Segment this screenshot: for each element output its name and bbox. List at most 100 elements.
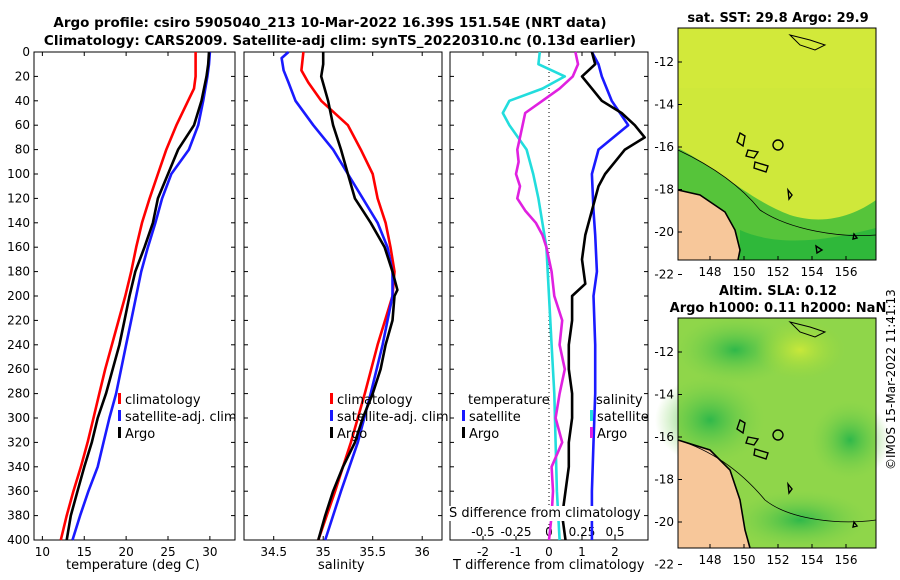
sla-map — [655, 315, 890, 550]
x-tick-label: 10 — [35, 545, 50, 559]
sla-land-australia — [678, 440, 750, 548]
legend-t-argo: Argo — [462, 426, 550, 443]
series-line-s-argo — [514, 51, 580, 541]
series-line-satellite-adj-clim — [71, 51, 212, 541]
y-tick-label: 280 — [7, 387, 30, 401]
sla-lat-tick-label: -22 — [654, 558, 674, 572]
x-tick-label: 15 — [77, 545, 92, 559]
legend-argo: Argo — [330, 426, 449, 443]
series-line-t-satellite — [590, 51, 630, 540]
x-tick-label: 36 — [415, 545, 430, 559]
sla-lat-tick-label: -14 — [654, 388, 674, 402]
sla-lat-tick-label: -16 — [654, 430, 674, 444]
y-tick-label: 160 — [7, 240, 30, 254]
legend-satellite: satellite-adj. clim — [330, 409, 449, 426]
sla-lon-tick-label: 148 — [699, 553, 722, 567]
y-tick-label: 340 — [7, 460, 30, 474]
sla-lon-tick-label: 154 — [801, 553, 824, 567]
sla-contour — [677, 439, 877, 523]
sst-lon-tick-label: 156 — [835, 265, 858, 279]
t-difference-xlabel: T difference from climatology — [453, 558, 645, 573]
y-tick-label: 80 — [15, 143, 30, 157]
profile-charts: 0204060801001201401601802002202402602803… — [7, 45, 649, 559]
y-tick-label: 0 — [22, 45, 30, 59]
series-line-climatology — [59, 52, 197, 541]
y-tick-label: 100 — [7, 167, 30, 181]
salinity-profile-panel: 34.5 35 35.5 36 — [243, 51, 443, 559]
y-tick-label: 60 — [15, 118, 30, 132]
sla-lon-tick-label: 156 — [835, 553, 858, 567]
temperature-legend: climatology satellite-adj. clim Argo — [118, 392, 237, 443]
legend-title-temperature: temperature — [468, 393, 550, 408]
sst-lon-tick-label: 148 — [699, 265, 722, 279]
x-tick-label: -1 — [510, 545, 522, 559]
legend-title-salinity: salinity — [596, 393, 643, 408]
sst-lon-tick-label: 154 — [801, 265, 824, 279]
y-tick-label: 300 — [7, 411, 30, 425]
y-tick-label: 400 — [7, 533, 30, 547]
sla-lat-tick-label: -20 — [654, 515, 674, 529]
x-tick-label: 20 — [118, 545, 133, 559]
legend-climatology: climatology — [330, 392, 449, 409]
sst-lat-tick-label: -14 — [654, 98, 674, 112]
sst-lat-tick-label: -22 — [654, 268, 674, 282]
sst-island-png — [788, 34, 827, 51]
sla-lat-tick-label: -18 — [654, 473, 674, 487]
y-tick-label: 240 — [7, 338, 30, 352]
s-x-tick-label: -0.5 — [471, 525, 494, 539]
legend-satellite: satellite-adj. clim — [118, 409, 237, 426]
y-tick-label: 20 — [15, 69, 30, 83]
sst-map-title: sat. SST: 29.8 Argo: 29.9 — [687, 11, 869, 26]
plot-frame — [33, 51, 236, 541]
x-tick-label: 35.5 — [359, 545, 386, 559]
y-tick-label: 40 — [15, 94, 30, 108]
legend-s-satellite: satellite — [590, 409, 649, 426]
s-x-tick-label: -0.25 — [500, 525, 531, 539]
legend-s-argo: Argo — [590, 426, 649, 443]
sst-lat-tick-label: -18 — [654, 183, 674, 197]
sla-map-title-line1: Altim. SLA: 0.12 — [719, 284, 837, 299]
x-tick-label: 2 — [611, 545, 619, 559]
y-tick-label: 120 — [7, 191, 30, 205]
series-line-climatology — [300, 51, 396, 541]
sst-lon-tick-label: 152 — [767, 265, 790, 279]
series-line-argo — [65, 51, 211, 541]
sla-map-title-line2: Argo h1000: 0.11 h2000: NaN — [669, 301, 887, 316]
legend-climatology: climatology — [118, 392, 237, 409]
y-tick-label: 320 — [7, 435, 30, 449]
salinity-xlabel: salinity — [318, 558, 365, 573]
series-line-satellite-adj-clim — [280, 51, 394, 541]
s-difference-xlabel: S difference from climatology — [449, 506, 641, 521]
sla-island-png — [788, 321, 827, 338]
sla-lon-tick-label: 150 — [733, 553, 756, 567]
x-tick-label: 25 — [160, 545, 175, 559]
y-tick-label: 380 — [7, 509, 30, 523]
maps: 148 150 152 154 156 -12 -14 -16 -18 -20 -22 148 150 1… — [654, 27, 890, 572]
series-line-argo — [317, 52, 399, 541]
sst-lat-tick-label: -20 — [654, 225, 674, 239]
y-tick-label: 200 — [7, 289, 30, 303]
sla-coastline — [677, 439, 751, 549]
sla-lon-tick-label: 152 — [767, 553, 790, 567]
s-x-tick-label: 0.25 — [569, 525, 596, 539]
figure-title-line1: Argo profile: csiro 5905040_213 10-Mar-2… — [53, 15, 607, 31]
x-tick-label: -2 — [477, 545, 489, 559]
sst-land-australia — [678, 190, 740, 260]
sst-lat-tick-label: -12 — [654, 55, 674, 69]
figure-title-line2: Climatology: CARS2009. Satellite-adj cli… — [43, 33, 637, 49]
x-tick-label: 35 — [316, 545, 331, 559]
temperature-profile-panel: 0 20 40 60 80 100 120 140 160 180 200 220 240 260 280 3… — [7, 45, 236, 559]
sst-map — [677, 27, 877, 261]
sst-argo-position — [772, 139, 784, 151]
imos-timestamp: ©IMOS 15-Mar-2022 11:41:13 — [884, 289, 898, 470]
x-tick-label: 1 — [578, 545, 586, 559]
y-tick-label: 220 — [7, 313, 30, 327]
y-tick-label: 360 — [7, 484, 30, 498]
sst-lat-tick-label: -16 — [654, 140, 674, 154]
sst-lon-tick-label: 150 — [733, 265, 756, 279]
sst-coastline — [677, 189, 741, 261]
sst-reefs — [736, 131, 859, 255]
x-tick-label: 0 — [545, 545, 553, 559]
temperature-xlabel: temperature (deg C) — [66, 558, 200, 573]
